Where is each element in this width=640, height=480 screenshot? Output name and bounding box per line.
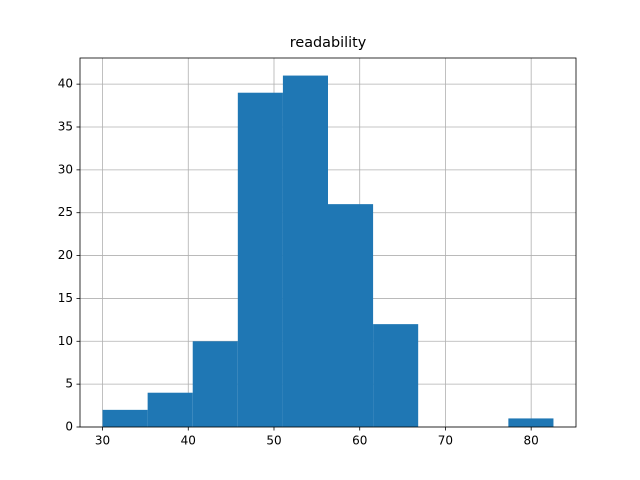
bar — [102, 409, 148, 427]
y-tick-label: 10 — [58, 334, 73, 348]
bar — [508, 418, 554, 427]
bar — [328, 204, 374, 427]
y-tick-label: 35 — [58, 120, 73, 134]
y-tick-label: 15 — [58, 291, 73, 305]
y-tick-label: 0 — [65, 420, 73, 434]
x-tick-label: 50 — [266, 434, 281, 448]
x-tick-label: 60 — [352, 434, 367, 448]
x-tick-label: 40 — [181, 434, 196, 448]
y-tick-label: 20 — [58, 248, 73, 262]
y-tick-label: 30 — [58, 162, 73, 176]
plot-frame — [79, 57, 577, 428]
y-tick-label: 5 — [65, 377, 73, 391]
x-tick-label: 30 — [95, 434, 110, 448]
bar — [192, 341, 238, 427]
bar — [282, 75, 328, 428]
bar — [147, 392, 193, 427]
x-tick-label: 70 — [438, 434, 453, 448]
x-tick-label: 80 — [524, 434, 539, 448]
bar — [237, 92, 283, 427]
y-tick-label: 25 — [58, 205, 73, 219]
chart-title: readability — [290, 35, 367, 51]
y-tick-label: 40 — [58, 77, 73, 91]
bar — [373, 324, 419, 427]
